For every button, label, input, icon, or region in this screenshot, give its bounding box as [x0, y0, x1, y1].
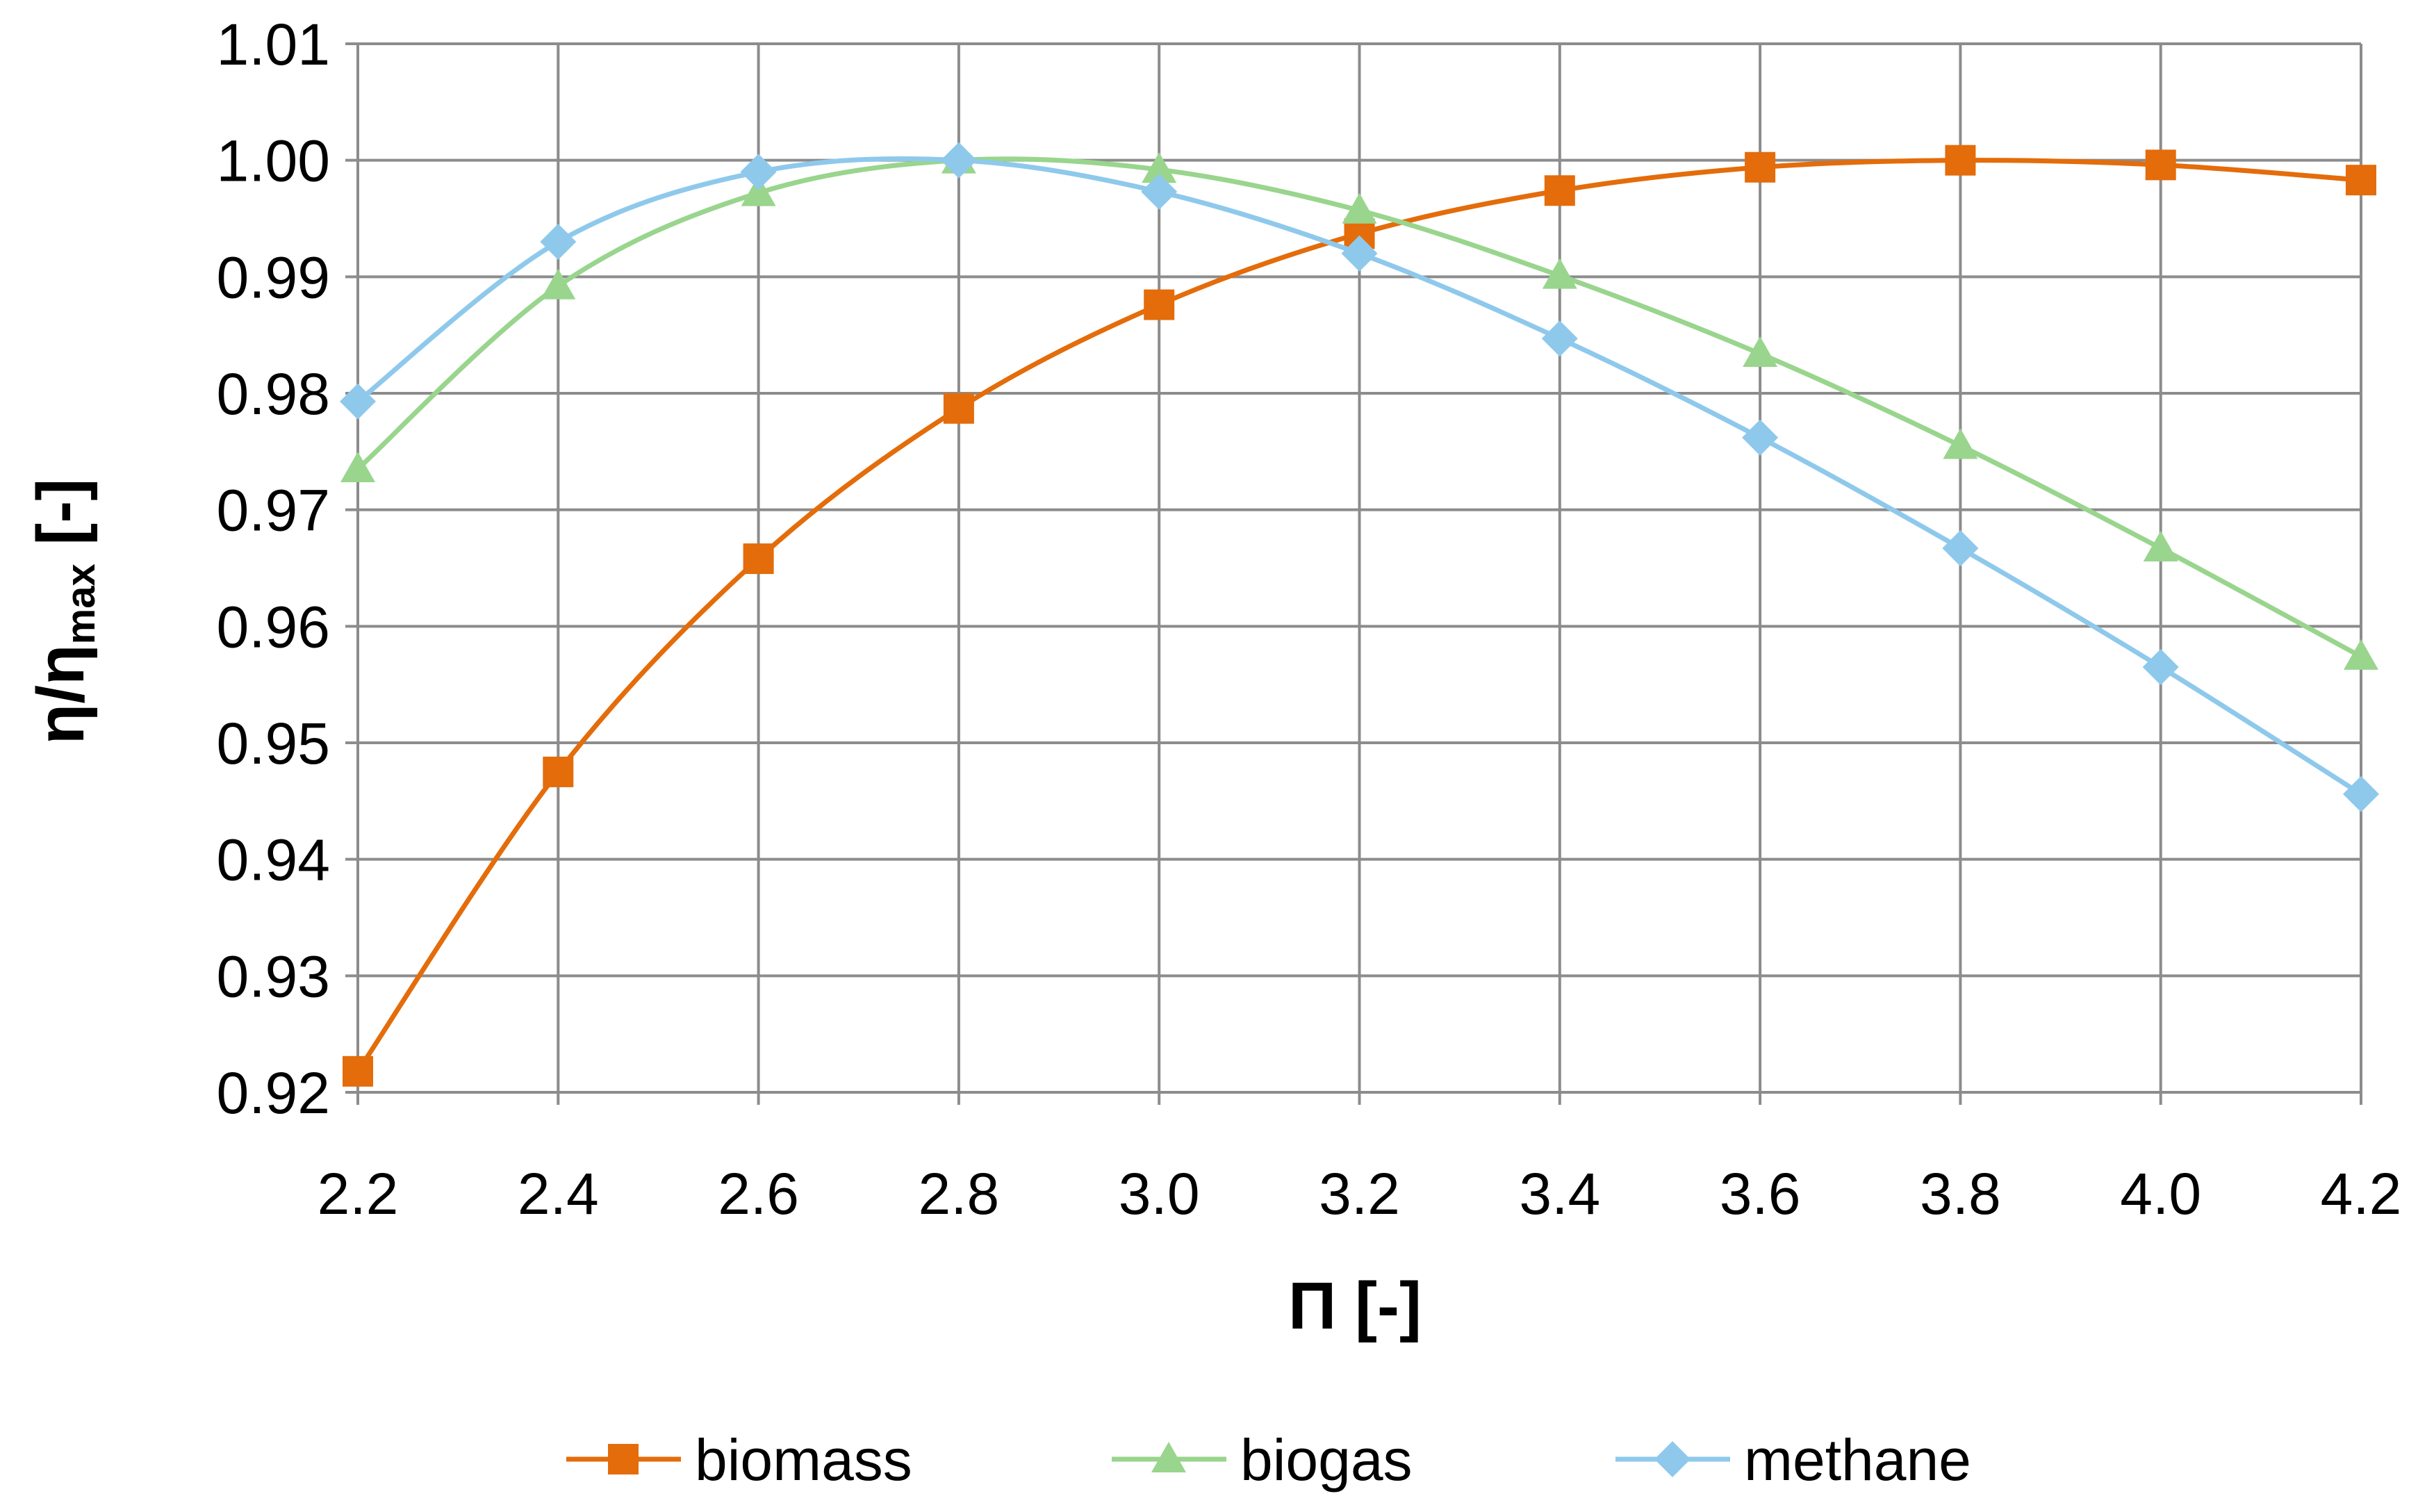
methane-point	[740, 154, 777, 190]
biomass-point	[1745, 151, 1776, 183]
legend-item-biogas: biogas	[1112, 1427, 1413, 1493]
x-tick-label: 3.0	[1119, 1161, 1200, 1226]
y-tick-label: 0.92	[217, 1060, 331, 1126]
y-tick-label: 0.94	[217, 828, 331, 893]
biogas-point	[1943, 428, 1978, 459]
biogas-point	[541, 268, 576, 299]
x-axis-title: Π [-]	[1288, 1269, 1422, 1343]
methane-point	[940, 142, 977, 179]
x-tick-label: 2.4	[518, 1161, 599, 1226]
biogas-point	[2344, 639, 2378, 670]
series-methane	[340, 142, 2379, 812]
biomass-point	[743, 543, 774, 575]
y-tick-label: 0.95	[217, 711, 331, 776]
x-tick-label: 4.2	[2321, 1161, 2402, 1226]
biomass-point	[2346, 165, 2376, 196]
y-tick-label: 1.01	[217, 12, 331, 77]
biomass-point	[943, 393, 974, 424]
legend-marker-methane	[1654, 1441, 1691, 1477]
x-tick-label: 2.6	[718, 1161, 799, 1226]
series	[340, 142, 2379, 1087]
x-tick-label: 3.6	[1720, 1161, 1801, 1226]
biogas-point	[1142, 152, 1177, 183]
series-biogas	[340, 142, 2378, 670]
biogas-point	[340, 451, 375, 482]
y-axis-title-tail: [-]	[24, 479, 98, 564]
methane-point	[2343, 775, 2379, 812]
legend-item-biomass: biomass	[566, 1427, 912, 1493]
y-tick-label: 0.93	[217, 944, 331, 1009]
x-tick-label: 3.4	[1519, 1161, 1600, 1226]
biomass-line	[356, 158, 2362, 1073]
y-axis-title-subscript: max	[58, 564, 104, 644]
y-axis-title: η/ηmax [-]	[24, 479, 104, 745]
y-tick-label: 0.99	[217, 245, 331, 310]
x-tick-label: 3.8	[1920, 1161, 2001, 1226]
methane-point	[1541, 320, 1578, 357]
biogas-point	[1743, 336, 1778, 367]
methane-point	[1942, 529, 1979, 566]
legend-item-methane: methane	[1615, 1427, 1971, 1493]
biomass-point	[1544, 175, 1575, 206]
x-tick-label: 4.0	[2120, 1161, 2201, 1226]
legend-label-methane: methane	[1744, 1427, 1971, 1493]
x-tick-label: 2.2	[318, 1161, 399, 1226]
legend-label-biogas: biogas	[1240, 1427, 1413, 1493]
legend-label-biomass: biomass	[695, 1427, 912, 1493]
legend-marker-biogas	[1151, 1442, 1186, 1472]
biomass-point	[1945, 145, 1976, 176]
x-tick-label: 2.8	[919, 1161, 1000, 1226]
biogas-point	[1542, 258, 1577, 289]
biomass-point	[2145, 149, 2176, 181]
y-axis-title-main: η/η	[24, 644, 98, 744]
y-tick-label: 0.98	[217, 361, 331, 427]
methane-point	[1141, 173, 1178, 210]
biomass-point	[343, 1055, 373, 1087]
y-tick-label: 1.00	[217, 129, 331, 194]
tick-labels: 0.92 0.93 0.94 0.95 0.96 0.97 0.98 0.99 1.00 1.01…	[217, 12, 2402, 1226]
legend-marker-biomass	[608, 1444, 639, 1474]
methane-point	[540, 224, 577, 261]
methane-point	[2142, 649, 2179, 686]
biogas-point	[1342, 192, 1377, 224]
biogas-point	[741, 175, 776, 206]
x-tick-label: 3.2	[1319, 1161, 1400, 1226]
y-tick-label: 0.97	[217, 478, 331, 543]
y-tick-label: 0.96	[217, 594, 331, 659]
methane-point	[340, 383, 376, 420]
biomass-point	[1144, 289, 1175, 320]
biogas-point	[2143, 530, 2178, 561]
methane-point	[1341, 235, 1378, 272]
methane-point	[1742, 419, 1779, 456]
legend: biomass biogas methane	[566, 1427, 1971, 1493]
biomass-point	[543, 756, 574, 787]
